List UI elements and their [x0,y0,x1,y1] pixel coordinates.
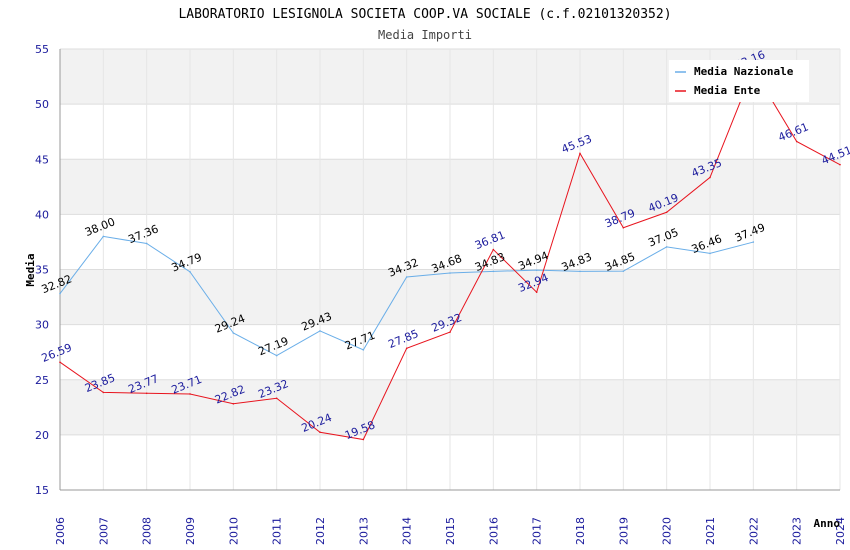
data-point [665,211,668,214]
x-tick-label: 2021 [704,517,717,545]
x-tick-label: 2008 [141,517,154,545]
data-point [59,361,61,364]
data-point [59,292,61,295]
y-tick-label: 35 [35,264,49,277]
data-point [492,248,495,251]
data-point [189,393,191,395]
data-point [579,152,581,155]
legend-box [669,60,809,102]
chart-subtitle: Media Importi [378,28,472,42]
data-point [579,270,581,273]
data-point [232,402,235,405]
data-point [232,332,235,334]
data-point [492,270,495,273]
x-tick-label: 2014 [401,517,414,545]
data-point [102,391,105,394]
data-point [405,347,408,350]
x-tick-label: 2020 [661,517,674,545]
x-axis-label: Anno [814,517,841,530]
data-point [535,291,538,294]
data-point [709,176,711,179]
legend-label-media-nazionale: Media Nazionale [694,65,794,78]
data-point [405,276,408,278]
y-tick-label: 15 [35,484,49,497]
x-tick-label: 2018 [574,517,587,545]
data-point [145,392,148,395]
x-tick-label: 2015 [444,517,457,545]
data-point [535,269,538,271]
y-tick-label: 55 [35,43,49,56]
x-tick-label: 2017 [531,517,544,545]
data-point [752,241,755,243]
x-tick-label: 2006 [54,517,67,545]
data-point [319,431,321,434]
x-tick-labels: 2006 2007 2008 2009 2010 2011 2012 2013 2014 2015… [54,517,847,545]
y-tick-label: 20 [35,429,49,442]
data-point [449,272,451,274]
y-tick-label: 45 [35,153,49,166]
y-tick-label: 25 [35,374,49,387]
data-point [622,270,625,272]
x-tick-label: 2010 [227,517,240,545]
x-tick-label: 2016 [487,517,500,545]
data-point [449,331,451,333]
x-tick-label: 2011 [271,517,284,545]
data-point [709,252,711,255]
y-tick-label: 50 [35,98,49,111]
x-tick-label: 2022 [747,517,760,545]
data-point [275,354,278,357]
data-point [145,242,148,245]
legend-label-media-ente: Media Ente [694,84,761,97]
data-point [275,397,278,400]
chart-title: LABORATORIO LESIGNOLA SOCIETA COOP.VA SO… [178,7,671,22]
data-point [319,330,321,332]
y-tick-label: 30 [35,319,49,332]
data-point [102,235,105,238]
x-tick-label: 2013 [357,517,370,545]
axes [59,49,840,491]
data-point [362,438,365,441]
data-point [622,226,625,229]
y-tick-labels: 15 20 25 30 35 40 45 50 55 [35,43,49,497]
series-group [59,68,841,441]
x-tick-label: 2007 [97,517,110,545]
data-point [665,246,668,248]
x-tick-label: 2023 [791,517,804,545]
x-tick-label: 2024 [834,517,847,545]
y-axis-label: Media [24,253,37,286]
x-tick-label: 2019 [617,517,630,545]
x-tick-label: 2012 [314,517,327,545]
data-point [189,271,191,273]
data-point [362,349,365,351]
data-point [795,140,798,143]
data-point [839,163,841,166]
legend: Media Nazionale Media Ente [669,60,809,102]
y-tick-label: 40 [35,208,49,221]
x-tick-label: 2009 [184,517,197,545]
